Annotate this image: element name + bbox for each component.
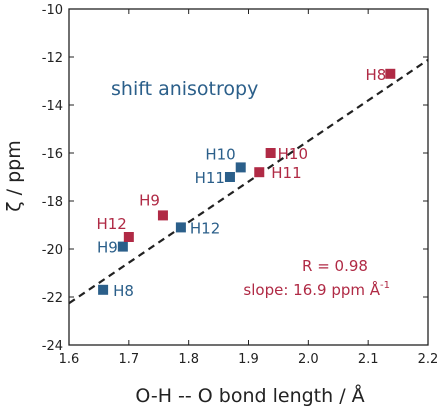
point-label-0-0: H8 [113,282,134,300]
y-tick-label: -24 [42,339,63,354]
x-tick-label: 2.1 [358,352,379,367]
x-tick-label: 1.9 [238,352,259,367]
point-label-1-4: H8 [365,66,386,84]
point-label-0-2: H12 [190,219,220,237]
point-label-1-3: H10 [278,145,308,163]
y-tick-label: -18 [42,195,63,210]
x-tick-label: 2.0 [298,352,319,367]
point-label-1-1: H9 [139,191,160,209]
slope-text: slope: 16.9 ppm Å-1 [243,280,390,299]
plot-frame [68,8,429,346]
data-point-1-3 [265,148,276,158]
slope-main-text: slope: 16.9 ppm Å [243,280,380,299]
x-tick-label: 1.6 [59,352,80,367]
slope-unit-superscript: -1 [380,280,390,291]
point-label-1-0: H12 [96,215,126,233]
x-axis-label: O-H -- O bond length / Å [135,384,364,407]
data-point-0-3 [224,172,235,182]
point-label-0-4: H10 [205,145,235,163]
data-point-0-2 [175,222,186,233]
y-tick-label: -12 [42,51,63,66]
data-point-1-4 [385,68,396,79]
data-point-0-0 [98,284,109,295]
data-point-1-1 [157,210,168,221]
fit-line [68,58,429,305]
y-tick-label: -16 [42,147,63,162]
y-tick-label: -10 [42,3,63,18]
data-point-0-4 [235,162,246,173]
data-point-0-1 [117,241,128,252]
y-tick-label: -14 [42,99,63,114]
x-tick-label: 1.8 [178,352,199,367]
x-tick-label: 1.7 [118,352,139,367]
r-value-text: R = 0.98 [302,257,368,275]
y-tick-label: -22 [42,291,63,306]
series-annotation: shift anisotropy [111,78,258,100]
ticks-layer: 1.6 1.7 1.8 1.9 2.0 2.1 2.2 -24 -22 -20 -18 -16 -14 -… [42,3,439,367]
y-tick-label: -20 [42,243,63,258]
x-tick-label: 2.2 [418,352,439,367]
data-point-1-2 [254,167,265,178]
point-label-0-3: H11 [195,169,225,187]
point-label-1-2: H11 [271,164,301,182]
data-point-1-0 [123,232,134,242]
y-axis-label: ζ / ppm [3,140,25,211]
point-label-0-1: H9 [97,239,118,257]
